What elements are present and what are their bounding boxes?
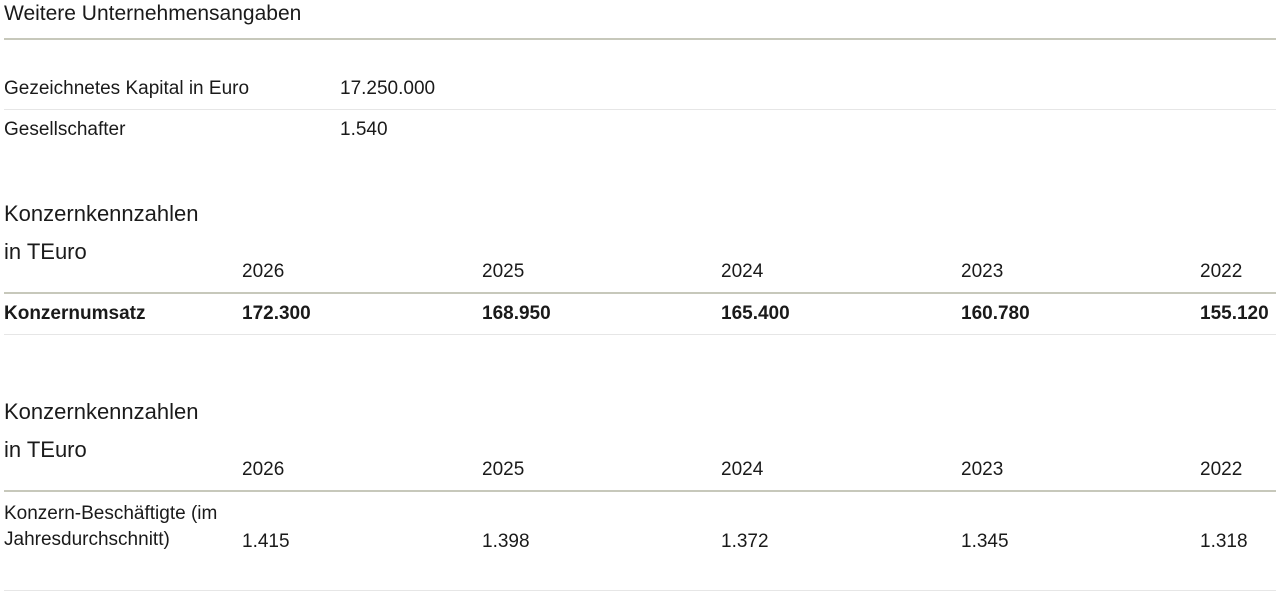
section2-year-2026: 2026 bbox=[242, 459, 285, 480]
section2-row-divider bbox=[4, 590, 1276, 591]
info-label-kapital: Gezeichnetes Kapital in Euro bbox=[4, 78, 250, 99]
section2-value-2025: 1.398 bbox=[482, 531, 530, 552]
section1-row-divider bbox=[4, 334, 1276, 335]
section1-value-2022: 155.120 bbox=[1200, 303, 1269, 324]
info-label-gesellschafter: Gesellschafter bbox=[4, 119, 126, 140]
section1-value-2023: 160.780 bbox=[961, 303, 1030, 324]
section1-value-2025: 168.950 bbox=[482, 303, 551, 324]
section1-unit: in TEuro bbox=[4, 239, 87, 264]
section1-year-2024: 2024 bbox=[721, 261, 764, 282]
section2-unit: in TEuro bbox=[4, 437, 87, 462]
page-title: Weitere Unternehmensangaben bbox=[4, 2, 302, 25]
section1-heading: Konzernkennzahlen bbox=[4, 201, 199, 226]
info-divider bbox=[4, 109, 1276, 110]
section2-year-2022: 2022 bbox=[1200, 459, 1243, 480]
info-value-gesellschafter: 1.540 bbox=[340, 119, 388, 140]
title-divider bbox=[4, 38, 1276, 40]
section1-value-2024: 165.400 bbox=[721, 303, 790, 324]
section2-value-2022: 1.318 bbox=[1200, 531, 1248, 552]
section1-value-2026: 172.300 bbox=[242, 303, 311, 324]
section2-year-2024: 2024 bbox=[721, 459, 764, 480]
info-value-kapital: 17.250.000 bbox=[340, 78, 436, 99]
section1-row-label: Konzernumsatz bbox=[4, 303, 146, 324]
section2-value-2023: 1.345 bbox=[961, 531, 1009, 552]
section2-value-2024: 1.372 bbox=[721, 531, 769, 552]
section2-year-2025: 2025 bbox=[482, 459, 525, 480]
section1-header-divider bbox=[4, 292, 1276, 294]
section1-year-2023: 2023 bbox=[961, 261, 1004, 282]
section2-header-divider bbox=[4, 490, 1276, 492]
section2-year-2023: 2023 bbox=[961, 459, 1004, 480]
section1-year-2022: 2022 bbox=[1200, 261, 1243, 282]
section2-row-label: Konzern-Beschäftigte (im Jahresdurchschn… bbox=[4, 503, 218, 550]
section2-value-2026: 1.415 bbox=[242, 531, 290, 552]
section2-heading: Konzernkennzahlen bbox=[4, 399, 199, 424]
section1-year-2026: 2026 bbox=[242, 261, 285, 282]
section1-year-2025: 2025 bbox=[482, 261, 525, 282]
